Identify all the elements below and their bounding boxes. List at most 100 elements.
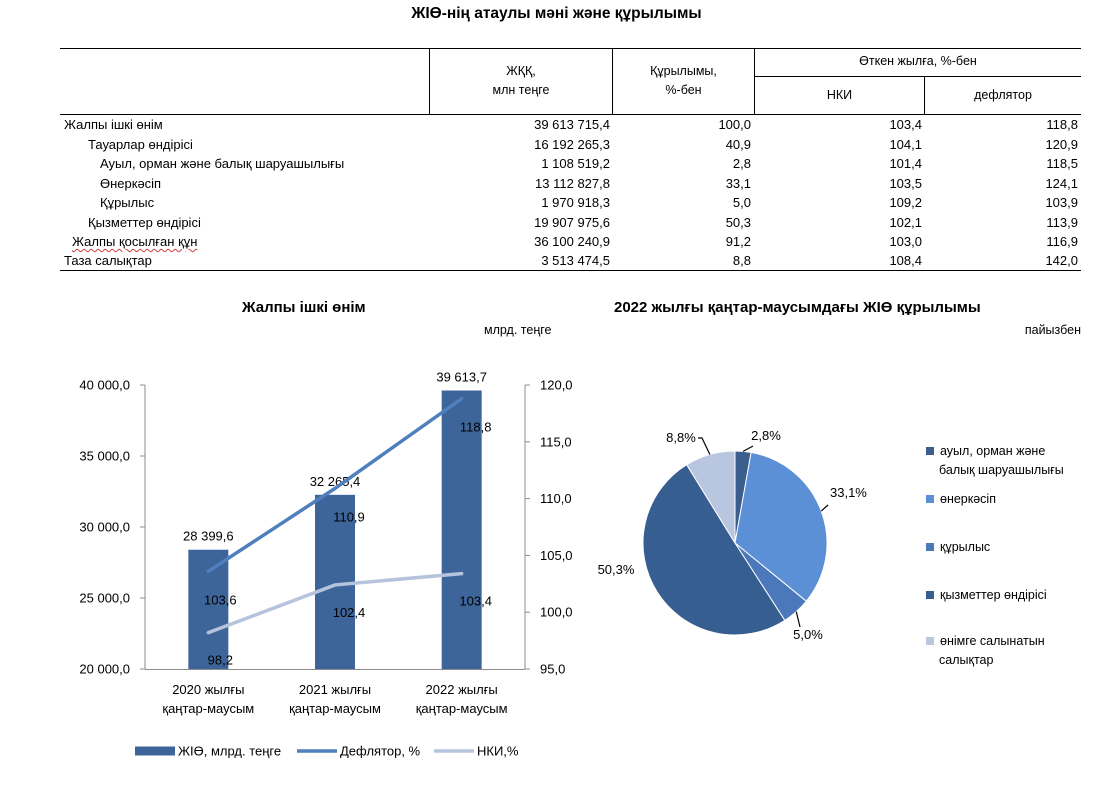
x-tick-label: 2021 жылғы (299, 682, 371, 697)
bar-chart-unit: млрд. теңге (484, 323, 552, 337)
x-tick-label: қаңтар-маусым (416, 701, 508, 716)
table-row: Құрылыс 1 970 918,3 5,0 109,2 103,9 (60, 193, 1080, 213)
row-gdp: 1 108 519,2 (541, 156, 610, 171)
row-gdp: 39 613 715,4 (534, 117, 610, 132)
row-structure: 8,8 (732, 253, 751, 268)
table-row: Таза салықтар 3 513 474,5 8,8 108,4 142,… (60, 251, 1080, 271)
row-gdp: 16 192 265,3 (534, 136, 610, 152)
row-structure: 33,1 (725, 175, 751, 191)
page-title: ЖІӨ-нің атаулы мәні және құрылымы (411, 5, 702, 22)
pie-legend-label: қызметтер өндірісі (940, 588, 1047, 602)
bar-data-label: 28 399,6 (183, 529, 234, 544)
row-name: Құрылыс (100, 195, 155, 210)
combo-chart: 20 000,0 25 000,0 30 000,0 35 000,0 40 000,0… (79, 369, 573, 759)
legend-swatch-gdp (135, 746, 175, 756)
header-structure-line1: Құрылымы, (650, 64, 717, 78)
pie-legend-label: салықтар (939, 653, 994, 667)
table-row: Жалпы қосылған құн 36 100 240,9 91,2 103… (60, 232, 1080, 252)
table-row: Жалпы ішкі өнім 39 613 715,4 100,0 103,4… (60, 115, 1080, 135)
right-tick-label: 100,0 (540, 605, 573, 620)
pie-legend-swatch (926, 637, 934, 645)
pie-chart-title: 2022 жылғы қаңтар-маусымдағы ЖІӨ құрылым… (614, 299, 981, 316)
pie-legend-label: өнеркәсіп (940, 492, 996, 506)
pie-slice (734, 451, 828, 602)
right-tick-label: 95,0 (540, 662, 565, 677)
header-deflator: дефлятор (974, 88, 1032, 102)
deflator-data-label: 110,9 (333, 509, 365, 524)
row-gdp: 36 100 240,9 (534, 234, 610, 249)
x-tick-label: 2022 жылғы (426, 682, 498, 697)
row-nki: 101,4 (889, 156, 922, 171)
row-gdp: 13 112 827,8 (535, 175, 610, 191)
row-deflator: 118,8 (1046, 117, 1078, 132)
pie-data-label: 50,3% (598, 562, 635, 577)
pie-data-label: 5,0% (793, 627, 823, 642)
pie-leader-line (742, 445, 754, 452)
table-row: Өнеркәсіп 13 112 827,8 33,1 103,5 124,1 (60, 174, 1080, 194)
legend-label-nki: НКИ,% (477, 744, 519, 759)
row-deflator: 113,9 (1046, 214, 1078, 230)
row-structure: 50,3 (725, 214, 751, 230)
pie-legend-label: ауыл, орман және (940, 444, 1046, 458)
header-structure: Құрылымы, %-бен (613, 62, 754, 100)
header-gdp-line1: ЖҚҚ, (506, 64, 536, 78)
legend-label-gdp: ЖІӨ, млрд. теңге (178, 744, 281, 759)
bar-gdp (188, 549, 229, 669)
row-nki: 103,5 (889, 175, 922, 191)
deflator-data-label: 118,8 (460, 420, 492, 435)
row-gdp: 3 513 474,5 (541, 253, 610, 268)
pie-slice (685, 450, 736, 545)
pie-legend-swatch (926, 495, 934, 503)
row-name: Жалпы ішкі өнім (64, 117, 163, 132)
header-prev-year: Өткен жылға, %-бен (859, 54, 977, 68)
x-tick-label: қаңтар-маусым (162, 701, 254, 716)
bar-gdp (315, 494, 355, 669)
x-tick-label: қаңтар-маусым (289, 701, 381, 716)
row-deflator: 103,9 (1045, 195, 1078, 210)
legend-label-deflator: Дефлятор, % (340, 744, 421, 759)
row-name: Жалпы қосылған құн (72, 234, 198, 249)
pie-chart-unit: пайызбен (1024, 323, 1081, 337)
pie-legend-label: құрылыс (940, 540, 991, 554)
row-gdp: 1 970 918,3 (541, 195, 610, 210)
header-gdp: ЖҚҚ, млн теңге (430, 62, 612, 100)
pie-legend-swatch (926, 543, 934, 551)
row-deflator: 118,5 (1046, 156, 1078, 171)
row-name: Ауыл, орман және балық шаруашылығы (100, 156, 345, 171)
pie-chart: 2,8% 33,1% 5,0% 50,3% 8,8% (598, 428, 868, 642)
row-nki: 104,1 (889, 136, 922, 152)
header-nki: НКИ (826, 88, 853, 102)
row-nki: 108,4 (889, 253, 922, 268)
line-nki (206, 571, 464, 635)
row-structure: 5,0 (732, 195, 751, 210)
pie-leader-line (698, 437, 711, 455)
row-nki: 109,2 (889, 195, 922, 210)
nki-data-label: 103,4 (459, 594, 492, 609)
bar-chart-title: Жалпы ішкі өнім (242, 299, 366, 316)
row-deflator: 124,1 (1045, 175, 1078, 191)
pie-leader-line (795, 611, 801, 628)
pie-legend-swatch (926, 591, 934, 599)
x-tick-label: 2020 жылғы (172, 682, 244, 697)
pie-legend-label: балық шаруашылығы (939, 463, 1064, 477)
pie-data-label: 2,8% (751, 428, 781, 443)
pie-data-label: 33,1% (830, 485, 867, 500)
nki-data-label: 98,2 (208, 653, 233, 668)
row-nki: 103,0 (889, 234, 922, 249)
table-grid-lines (60, 48, 1081, 271)
left-tick-label: 35 000,0 (79, 449, 130, 464)
row-name: Тауарлар өндірісі (88, 136, 193, 152)
right-tick-label: 105,0 (540, 548, 573, 563)
left-tick-label: 20 000,0 (79, 662, 130, 677)
row-nki: 102,1 (889, 214, 922, 230)
row-deflator: 116,9 (1046, 234, 1078, 249)
left-tick-label: 30 000,0 (79, 520, 130, 535)
left-tick-label: 40 000,0 (79, 378, 130, 393)
row-gdp: 19 907 975,6 (534, 214, 610, 230)
right-tick-label: 110,0 (540, 491, 572, 506)
row-name: Өнеркәсіп (100, 175, 162, 191)
row-name: Қызметтер өндірісі (88, 214, 201, 230)
pie-legend-swatch (926, 447, 934, 455)
table-row: Тауарлар өндірісі 16 192 265,3 40,9 104,… (60, 135, 1080, 155)
row-structure: 2,8 (732, 156, 751, 171)
